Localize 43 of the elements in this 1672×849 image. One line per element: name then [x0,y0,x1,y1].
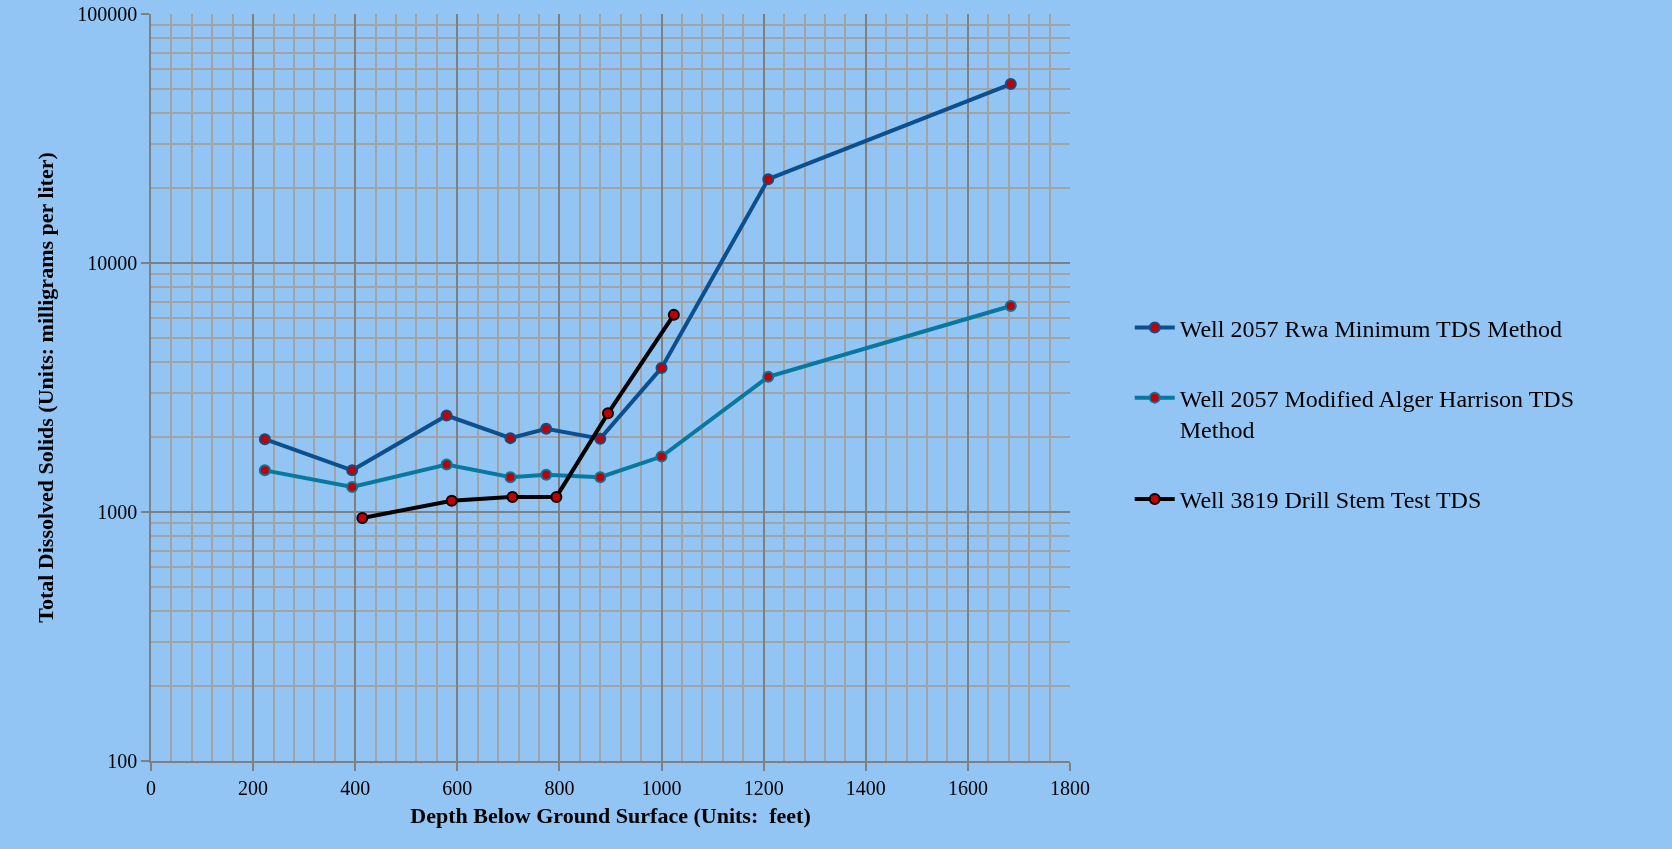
point [762,370,775,383]
point [504,432,517,445]
x-tick-label: 400 [340,776,371,799]
point [594,432,607,445]
point [1004,78,1017,91]
point [540,422,553,435]
point [762,173,775,186]
y-tick-label: 1000 [97,501,138,523]
point [540,468,553,481]
legend-label: Well 2057 Modified Alger Harrison TDS Method [1179,385,1574,444]
x-tick-label: 1600 [947,776,988,799]
point [445,494,458,507]
x-tick-label: 800 [544,776,575,799]
y-tick-label: 100000 [77,3,138,25]
point [594,471,607,484]
legend-label: Well 2057 Rwa Minimum TDS Method [1179,315,1563,342]
point [1004,299,1017,312]
x-tick-label: 200 [238,776,269,799]
x-tick-label: 600 [442,776,473,799]
y-axis-title: Total Dissolved Solids (Units: milligrams per liter) [32,152,58,623]
point [667,308,680,321]
point [346,481,359,494]
x-axis-title: Depth Below Ground Surface (Units: feet) [410,803,811,829]
x-tick-label: 1200 [743,776,784,799]
point [440,409,453,422]
point [356,512,369,524]
point [550,490,563,503]
y-tick-label: 100 [107,750,138,772]
x-tick-label: 1400 [845,776,886,799]
x-tick-label: 0 [146,776,156,799]
point [655,450,668,463]
point [258,433,271,446]
point [601,407,614,420]
point [346,464,359,477]
point [655,361,668,374]
legend-label: Well 3819 Drill Stem Test TDS [1179,487,1482,514]
x-tick-label: 1800 [1050,776,1090,799]
x-tick-label: 1000 [641,776,682,799]
y-tick-label: 10000 [87,252,138,274]
point [440,458,453,471]
point [258,464,271,477]
point [504,471,517,484]
point [506,490,519,503]
